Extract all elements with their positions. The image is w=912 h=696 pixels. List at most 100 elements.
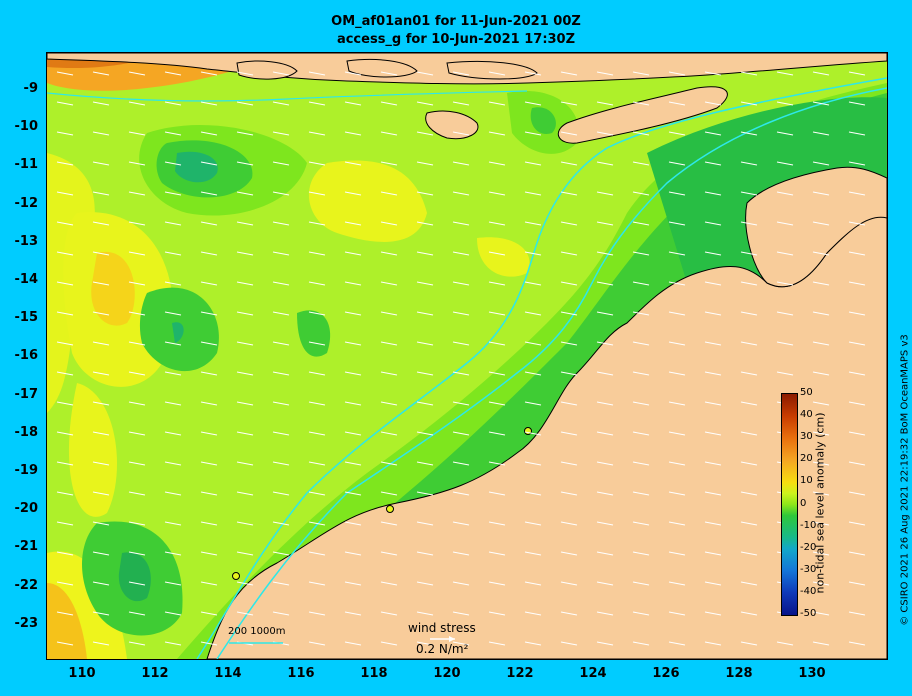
wind-arrow <box>200 521 218 526</box>
wind-arrow <box>668 191 686 196</box>
wind-arrow <box>200 131 218 136</box>
wind-arrow <box>452 71 470 76</box>
wind-arrow <box>812 101 830 106</box>
wind-arrow <box>740 251 758 256</box>
bathymetry-contour-north <box>47 90 528 102</box>
wind-arrow <box>128 281 146 286</box>
wind-arrow <box>452 251 470 256</box>
wind-arrow <box>704 311 722 316</box>
wind-arrow <box>524 281 542 286</box>
wind-arrow <box>308 551 326 556</box>
wind-arrow <box>56 191 74 196</box>
wind-arrow <box>632 281 650 286</box>
wind-arrow <box>848 191 866 196</box>
wind-arrow <box>128 551 146 556</box>
wind-arrow <box>236 311 254 316</box>
wind-arrow <box>380 641 398 646</box>
wind-arrow <box>452 191 470 196</box>
wind-arrow <box>128 371 146 376</box>
wind-arrow <box>596 101 614 106</box>
x-tick-label: 124 <box>579 666 607 681</box>
wind-arrow <box>560 221 578 226</box>
wind-arrow <box>776 221 794 226</box>
wind-arrow <box>596 641 614 646</box>
wind-arrow <box>128 401 146 406</box>
wind-arrow <box>452 551 470 556</box>
wind-arrow <box>56 251 74 256</box>
wind-arrow <box>128 611 146 616</box>
wind-arrow <box>380 371 398 376</box>
wind-arrow <box>596 311 614 316</box>
wind-arrow <box>560 281 578 286</box>
wind-arrow <box>236 461 254 466</box>
y-tick-label: -12 <box>14 195 39 211</box>
wind-arrow <box>848 551 866 556</box>
wind-arrow <box>128 161 146 166</box>
wind-arrow <box>344 281 362 286</box>
wind-arrow <box>344 221 362 226</box>
wind-arrow <box>488 131 506 136</box>
wind-arrow <box>164 101 182 106</box>
wind-arrow <box>848 581 866 586</box>
wind-arrow <box>416 221 434 226</box>
colorbar-tick-label: -10 <box>800 519 817 531</box>
wind-arrow <box>704 431 722 436</box>
wind-arrow <box>740 311 758 316</box>
wind-arrow <box>164 521 182 526</box>
wind-arrow <box>776 251 794 256</box>
wind-arrow <box>704 191 722 196</box>
map-panel[interactable] <box>46 52 888 660</box>
wind-arrow <box>596 461 614 466</box>
wind-arrow <box>704 461 722 466</box>
wind-arrow <box>92 311 110 316</box>
wind-arrow <box>488 641 506 646</box>
wind-arrow <box>524 611 542 616</box>
wind-arrow <box>560 161 578 166</box>
colorbar-tick-label: 0 <box>800 497 807 509</box>
x-tick-label: 126 <box>652 666 680 681</box>
y-tick-label: -20 <box>14 501 39 517</box>
wind-arrow <box>308 611 326 616</box>
wind-arrow <box>488 221 506 226</box>
wind-arrow <box>236 431 254 436</box>
wind-arrow <box>524 521 542 526</box>
wind-arrow <box>848 311 866 316</box>
wind-arrow <box>740 551 758 556</box>
wind-arrow <box>488 491 506 496</box>
wind-arrow <box>812 251 830 256</box>
wind-arrow <box>416 521 434 526</box>
wind-arrow <box>812 281 830 286</box>
wind-arrow <box>200 431 218 436</box>
wind-arrow <box>452 431 470 436</box>
y-tick-label: -10 <box>14 119 39 135</box>
x-tick-label: 122 <box>506 666 534 681</box>
anomaly-region-teal <box>175 151 218 183</box>
wind-arrow <box>380 401 398 406</box>
wind-arrow <box>380 221 398 226</box>
wind-arrow <box>200 551 218 556</box>
wind-arrow <box>200 401 218 406</box>
wind-arrow <box>812 431 830 436</box>
wind-arrow <box>668 581 686 586</box>
wind-arrow <box>416 581 434 586</box>
wind-arrow <box>812 461 830 466</box>
wind-arrow <box>632 521 650 526</box>
wind-arrow <box>416 161 434 166</box>
station-marker <box>386 505 394 513</box>
wind-arrow <box>164 341 182 346</box>
colorbar-tick-label: -40 <box>800 585 817 597</box>
wind-arrow <box>668 491 686 496</box>
wind-arrow <box>452 341 470 346</box>
wind-arrow <box>236 491 254 496</box>
wind-arrow <box>92 551 110 556</box>
wind-arrow <box>200 491 218 496</box>
wind-arrow <box>848 161 866 166</box>
wind-arrow <box>560 431 578 436</box>
wind-arrow <box>344 401 362 406</box>
y-tick-label: -19 <box>14 463 39 478</box>
wind-arrow <box>200 581 218 586</box>
wind-arrow <box>848 521 866 526</box>
wind-arrow <box>416 71 434 76</box>
anomaly-region-yellow <box>477 237 530 277</box>
wind-arrow <box>668 311 686 316</box>
